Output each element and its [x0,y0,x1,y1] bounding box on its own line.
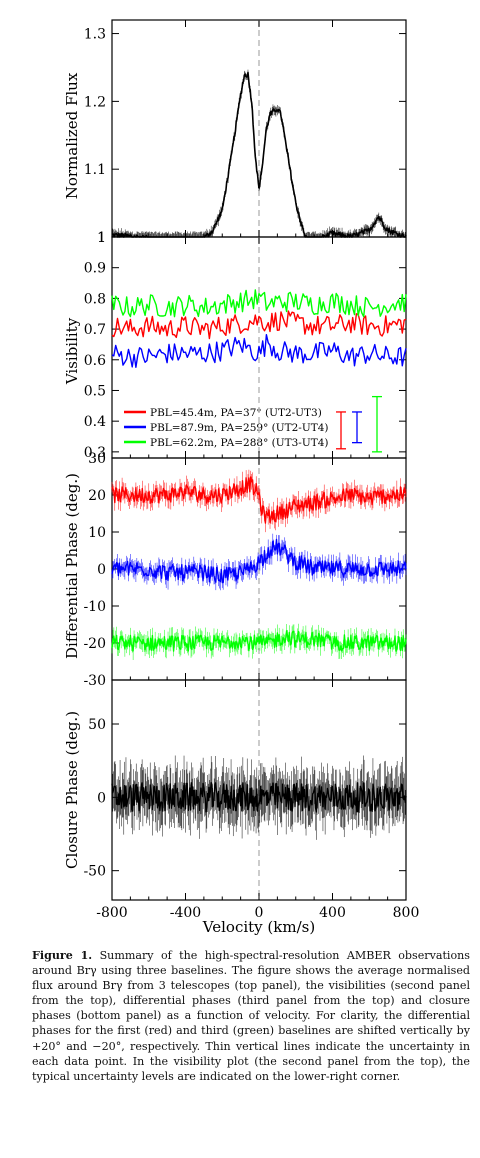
series-line-blue [111,334,407,368]
panel-visibility: Visibility PBL=45.4m, PA=37° (UT2-UT3) P… [63,317,328,449]
ytick-label: -50 [83,864,106,880]
ytick-label: 1.2 [84,94,106,110]
panel-differential-phase: Differential Phase (deg.) [63,473,81,659]
plot-layer: 1 1.1 1.2 1.3 0.3 0.4 0.5 0.6 0.7 0.8 0.9 1 -30 -20 -1… [83,19,420,921]
ytick-label: 1.3 [84,27,106,43]
series-line-red [111,476,407,524]
ytick-label: 0.8 [84,291,106,307]
ytick-label: 1.1 [84,162,106,178]
ytick-label: 10 [88,525,106,541]
ytick-label: 1 [97,230,106,246]
panel-closure-phase: Closure Phase (deg.) [63,711,81,869]
series-line-red [111,310,407,340]
ytick-label: 0.6 [84,353,106,369]
series-line-blue [111,538,407,584]
legend: PBL=45.4m, PA=37° (UT2-UT3) PBL=87.9m, P… [124,407,328,449]
legend-label-green: PBL=62.2m, PA=288° (UT3-UT4) [150,437,328,449]
ytick-label: -20 [83,636,106,652]
series-line-black [111,782,407,813]
series-line-green [111,630,407,652]
ytick-label: 0 [97,562,106,578]
xtick-label: -800 [96,905,127,921]
figure-caption: Figure 1. Summary of the high-spectral-r… [32,948,470,1084]
ytick-label: -10 [83,599,106,615]
ytick-label: 0.5 [84,383,106,399]
xtick-label: 0 [255,905,264,921]
ytick-label: 0.9 [84,261,106,277]
panel-flux: Normalized Flux [63,72,81,199]
caption-label: Figure 1. [32,949,93,962]
panel-3-plot: -50 0 50 [83,679,407,901]
xtick-label: 400 [319,905,346,921]
ytick-label: 0.4 [84,414,106,430]
ytick-label: 0.7 [84,322,106,338]
ylabel-differential-phase: Differential Phase (deg.) [63,473,81,659]
panel-0-plot: 1 1.1 1.2 1.3 [84,19,407,246]
ylabel-closure-phase: Closure Phase (deg.) [63,711,81,869]
xlabel: Velocity (km/s) [202,918,315,936]
ytick-label: 20 [88,488,106,504]
caption-text: Summary of the high-spectral-resolution … [32,949,470,1083]
ylabel-flux: Normalized Flux [63,72,81,199]
series-line-green [111,289,407,318]
ylabel-visibility: Visibility [63,317,81,385]
panel-2-plot: -30 -20 -10 0 10 20 30 [83,451,407,689]
ytick-label: -30 [83,673,106,689]
ytick-label: 0.3 [84,445,106,461]
ytick-label: 50 [88,717,106,733]
ytick-label: 30 [88,451,106,467]
ytick-label: 0 [97,790,106,806]
xtick-label: 800 [393,905,420,921]
legend-label-red: PBL=45.4m, PA=37° (UT2-UT3) [150,407,322,419]
xtick-label: -400 [170,905,201,921]
figure-chart: Normalized Flux Visibility PBL=45.4m, PA… [63,19,420,936]
legend-label-blue: PBL=87.9m, PA=259° (UT2-UT4) [150,422,328,434]
ytick-label: 1 [97,230,106,246]
